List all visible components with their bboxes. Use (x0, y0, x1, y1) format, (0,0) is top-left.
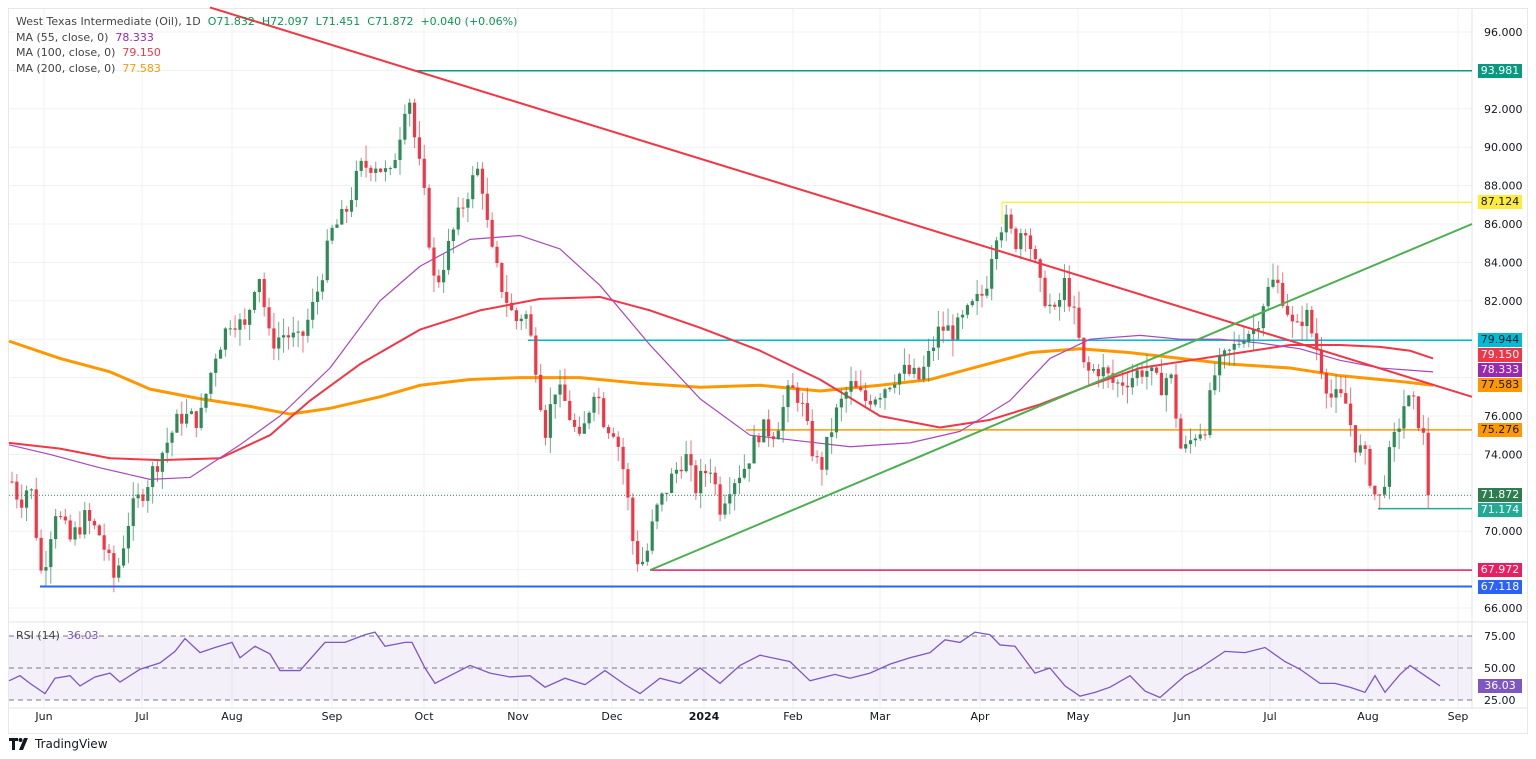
rsi-legend[interactable]: RSI (14) 36.03 (16, 629, 98, 642)
svg-text:84.000: 84.000 (1484, 256, 1523, 269)
rsi-panel (9, 635, 1472, 701)
svg-text:Mar: Mar (870, 710, 891, 723)
price-tag: 71.174 (1478, 503, 1522, 518)
price-tag: 79.150 (1478, 348, 1522, 363)
svg-text:74.000: 74.000 (1484, 448, 1523, 461)
ma55-value: 78.333 (115, 30, 154, 44)
ma100-row[interactable]: MA (100, close, 0) 79.150 (16, 45, 517, 61)
ma55-label: MA (55, close, 0) (16, 30, 109, 44)
chart-frame (8, 8, 1528, 734)
low-value: L71.451 (315, 15, 361, 28)
price-tag: 67.118 (1478, 579, 1522, 594)
trendlines (209, 6, 1473, 572)
symbol-name[interactable]: West Texas Intermediate (Oil), 1D (16, 15, 201, 28)
price-tag: 93.981 (1478, 63, 1522, 78)
price-tag: 71.872 (1478, 488, 1522, 503)
svg-text:Aug: Aug (1357, 710, 1378, 723)
price-tag: 75.276 (1478, 422, 1522, 437)
rsi-value: 36.03 (66, 629, 99, 642)
candles (10, 98, 1430, 593)
close-value: C71.872 (367, 15, 414, 28)
svg-text:Oct: Oct (414, 710, 434, 723)
price-tag: 67.972 (1478, 563, 1522, 578)
price-tag: 79.944 (1478, 333, 1522, 348)
symbol-row: West Texas Intermediate (Oil), 1D O71.83… (16, 14, 517, 30)
svg-text:92.000: 92.000 (1484, 103, 1523, 116)
rsi-label: RSI (14) (16, 629, 60, 642)
svg-text:50.00: 50.00 (1484, 662, 1516, 675)
price-tag: 77.583 (1478, 378, 1522, 393)
tradingview-logo-icon (9, 738, 28, 750)
svg-text:88.000: 88.000 (1484, 180, 1523, 193)
ma200-value: 77.583 (122, 61, 161, 75)
svg-text:Sep: Sep (1448, 710, 1469, 723)
svg-text:Apr: Apr (970, 710, 990, 723)
svg-text:Dec: Dec (601, 710, 622, 723)
svg-text:Nov: Nov (507, 710, 529, 723)
brand-name: TradingView (35, 737, 108, 751)
open-value: O71.832 (207, 15, 255, 28)
svg-text:2024: 2024 (689, 710, 720, 723)
svg-text:Feb: Feb (783, 710, 802, 723)
svg-text:90.000: 90.000 (1484, 141, 1523, 154)
high-value: H72.097 (261, 15, 309, 28)
ma100-label: MA (100, close, 0) (16, 46, 116, 59)
ma55-row[interactable]: MA (55, close, 0) 78.333 (16, 30, 517, 46)
ma100-value: 79.150 (122, 46, 161, 59)
chart-legend: West Texas Intermediate (Oil), 1D O71.83… (16, 14, 517, 76)
rsi-tag: 36.03 (1478, 678, 1522, 693)
rsi-line (8, 631, 1441, 699)
svg-text:96.000: 96.000 (1484, 26, 1523, 39)
moving-averages (8, 234, 1434, 480)
svg-text:Jul: Jul (1262, 710, 1276, 723)
svg-text:Aug: Aug (221, 710, 242, 723)
svg-text:66.000: 66.000 (1484, 602, 1523, 615)
svg-text:Jun: Jun (34, 710, 52, 723)
svg-text:76.000: 76.000 (1484, 410, 1523, 423)
ma200-row[interactable]: MA (200, close, 0) 77.583 (16, 61, 517, 77)
change-value: +0.040 (+0.06%) (420, 15, 518, 28)
ma200-label: MA (200, close, 0) (16, 61, 116, 75)
svg-text:86.000: 86.000 (1484, 218, 1523, 231)
svg-text:Jun: Jun (1172, 710, 1190, 723)
svg-text:70.000: 70.000 (1484, 525, 1523, 538)
axes: 96.000 92.000 90.000 88.000 86.000 84.000 82.0… (34, 26, 1522, 723)
horizontal-levels (9, 70, 1472, 588)
svg-text:25.00: 25.00 (1484, 694, 1516, 707)
price-tag: 78.333 (1478, 363, 1522, 378)
tradingview-logo[interactable]: TradingView (9, 737, 108, 751)
svg-text:Sep: Sep (322, 710, 343, 723)
svg-text:May: May (1067, 710, 1090, 723)
svg-text:Jul: Jul (134, 710, 148, 723)
svg-text:82.000: 82.000 (1484, 295, 1523, 308)
grid-lines (9, 9, 1527, 709)
price-tag: 87.124 (1478, 195, 1522, 210)
svg-text:75.00: 75.00 (1484, 630, 1516, 643)
